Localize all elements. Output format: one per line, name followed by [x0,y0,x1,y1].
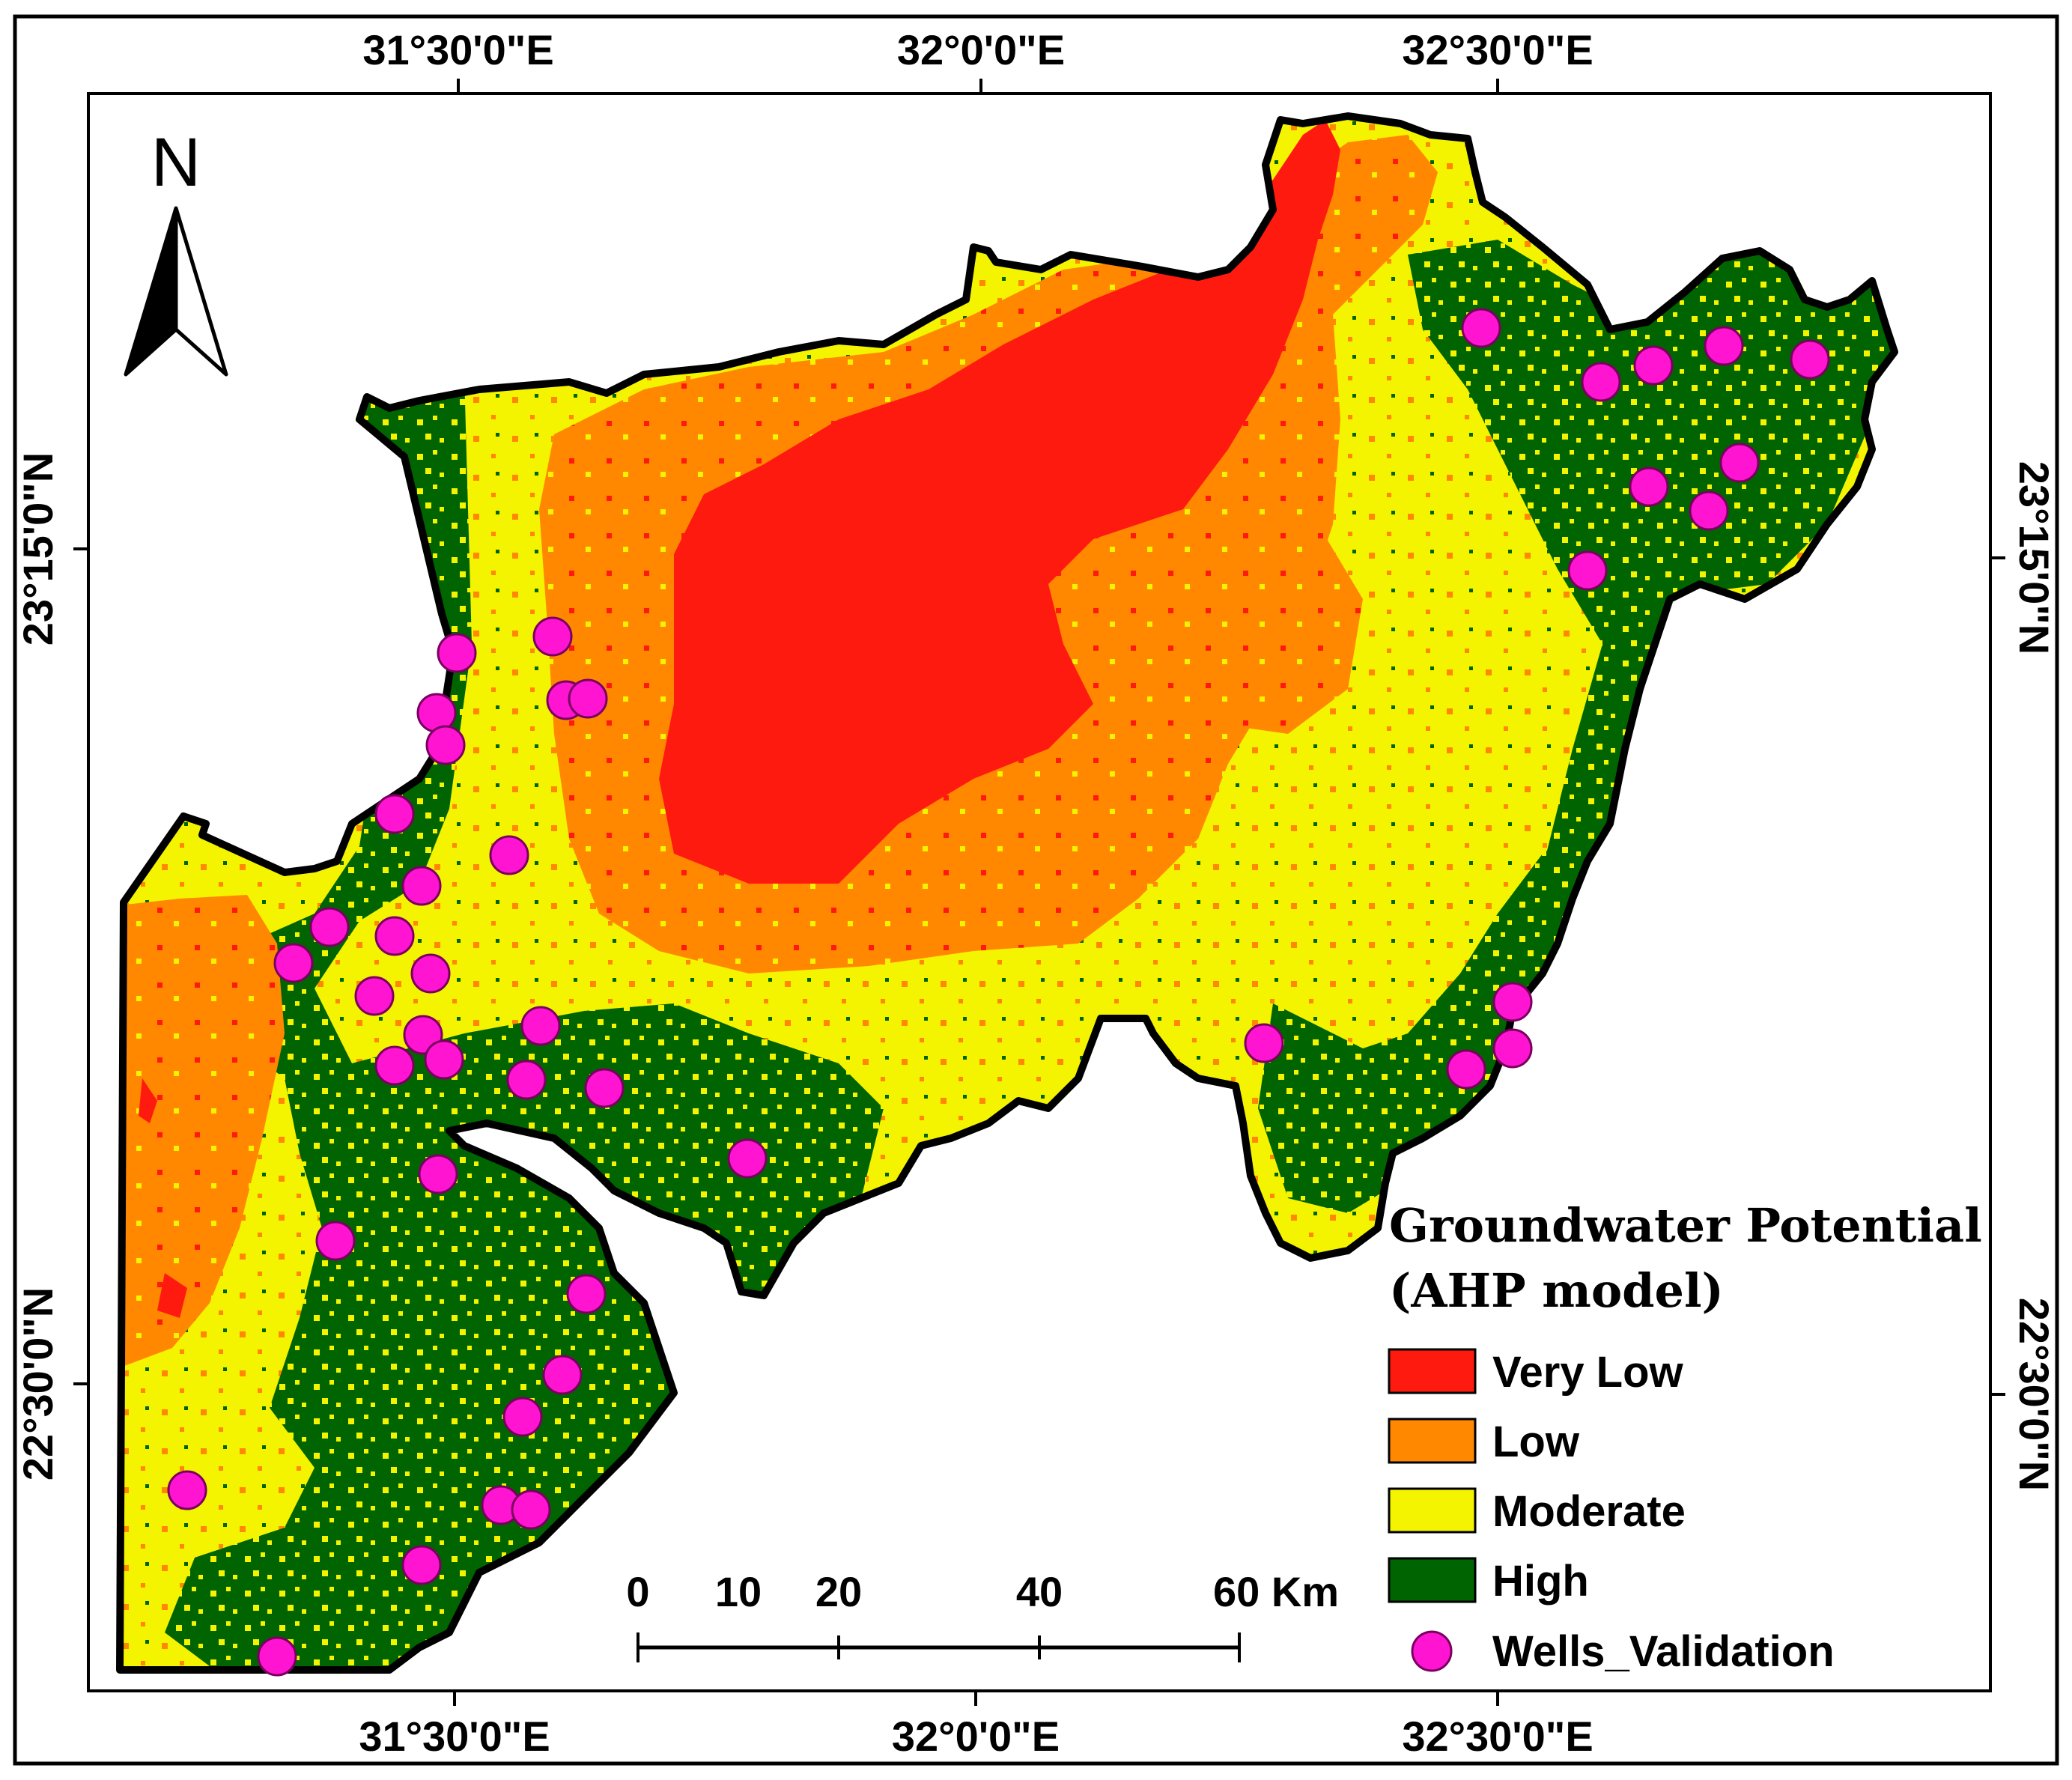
study-area-raster [120,116,1895,1670]
well-marker [374,1045,415,1086]
scale-tick-20: 20 [815,1568,862,1615]
well-marker [1492,982,1533,1022]
well-marker [424,1039,464,1080]
well-marker [566,1274,607,1314]
well-marker [568,678,608,719]
well-marker [1719,443,1760,483]
study-area-boundary [116,112,1898,1674]
well-marker [374,794,415,834]
well-marker [502,1397,543,1437]
bottom-label-3: 32°30'0"E [1402,1713,1593,1760]
well-marker [1244,1023,1284,1063]
legend-label-wells: Wells_Validation [1492,1627,1835,1676]
north-label: N [151,124,201,201]
well-marker [520,1006,561,1046]
well-marker [1446,1049,1486,1090]
well-marker [167,1470,207,1510]
well-marker [1567,550,1608,591]
north-arrow-icon: N [124,124,228,377]
legend-swatch-very-low [1388,1348,1477,1394]
legend-label-very-low: Very Low [1492,1348,1684,1397]
well-marker [727,1138,768,1179]
scale-tick-10: 10 [715,1568,762,1615]
left-label-1: 23°15'0"N [14,452,61,646]
scale-tick-40: 40 [1016,1568,1063,1615]
legend-label-moderate: Moderate [1492,1487,1686,1536]
scale-tick-60: 60 Km [1213,1568,1339,1615]
map-frame [87,92,1992,1692]
well-marker [1461,308,1501,348]
well-marker [354,976,395,1016]
well-point-icon [1411,1630,1453,1672]
zone-very-low-west [139,1078,157,1123]
left-label-2: 22°30'0"N [14,1287,61,1480]
well-marker [425,725,466,765]
well-marker [532,616,573,657]
zone-very-low [659,120,1340,884]
wells-layer [167,308,1830,1677]
well-marker [542,1355,583,1395]
well-marker [1633,345,1674,386]
legend-label-low: Low [1492,1418,1580,1466]
well-marker [315,1221,356,1261]
bottom-label-2: 32°0'0"E [892,1713,1060,1760]
well-marker [1790,339,1830,380]
scale-tick-0: 0 [626,1568,649,1615]
zone-very-low-west2 [157,1273,187,1318]
well-marker [1629,467,1669,507]
well-marker [1689,490,1729,531]
zone-high-east [1408,240,1895,899]
top-label-3: 32°30'0"E [1402,26,1593,73]
legend-swatch-low [1388,1418,1477,1464]
legend-swatch-high [1388,1557,1477,1603]
zone-high-southeast [1258,824,1647,1213]
well-marker [584,1068,625,1108]
legend: Groundwater Potential (AHP model) Very L… [1388,1198,1982,1676]
zone-low-west [120,895,285,1370]
well-marker [511,1489,551,1530]
well-marker [374,916,415,956]
scale-bar: 0 10 20 40 60 Km [626,1568,1339,1662]
well-marker [1704,326,1744,366]
right-label-1: 23°15'0"N [2011,461,2058,654]
graticule-ticks [73,79,2005,1706]
well-marker [410,953,451,994]
well-marker [257,1636,297,1677]
zone-low-east-lobe [1048,494,1363,734]
well-marker [437,633,477,673]
well-marker [1492,1028,1533,1069]
legend-title: Groundwater Potential [1389,1198,1982,1253]
well-marker [1581,362,1621,402]
well-marker [273,943,314,983]
outer-frame [13,14,2059,1766]
right-label-2: 22°30'0"N [2011,1298,2058,1491]
legend-swatch-moderate [1388,1487,1477,1534]
top-label-2: 32°0'0"E [897,26,1065,73]
legend-subtitle: (AHP model) [1389,1263,1724,1318]
well-marker [309,907,350,947]
bottom-label-1: 31°30'0"E [359,1713,550,1760]
legend-label-high: High [1492,1557,1589,1606]
well-marker [418,1154,458,1194]
well-marker [506,1060,547,1100]
well-marker [401,866,442,906]
top-label-1: 31°30'0"E [362,26,553,73]
well-marker [401,1545,442,1585]
well-marker [489,835,529,875]
